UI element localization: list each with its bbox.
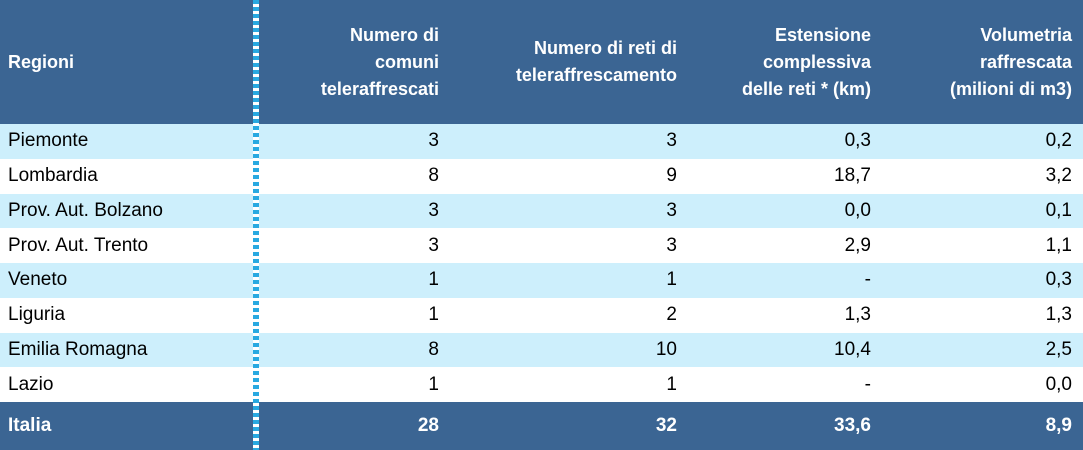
value-cell: 0,3 (844, 130, 871, 152)
value-cell: 0,3 (1045, 269, 1072, 291)
value-cell: 3 (428, 234, 439, 256)
value-cell: 8 (428, 165, 439, 187)
region-cell: Emilia Romagna (8, 338, 148, 360)
table-row-veneto: Veneto 1 1 - 0,3 (0, 263, 1083, 298)
column-header-numero-comuni: Numero di comuni teleraffrescati (320, 24, 439, 99)
column-header-volumetria: Volumetria raffrescata (milioni di m3) (949, 24, 1072, 99)
value-cell: 1 (666, 269, 677, 291)
value-cell: 1 (428, 373, 439, 395)
region-cell: Prov. Aut. Trento (8, 234, 149, 256)
region-cell: Veneto (8, 269, 68, 291)
total-value-cell: 28 (417, 415, 439, 436)
value-cell: 2,9 (844, 234, 871, 256)
value-cell: - (864, 269, 871, 291)
total-label: Italia (8, 415, 52, 436)
value-cell: 0,1 (1045, 199, 1072, 221)
value-cell: 3 (666, 199, 677, 221)
region-cell: Piemonte (8, 130, 89, 152)
value-cell: 0,0 (1045, 373, 1072, 395)
region-cell: Lombardia (8, 165, 98, 187)
table-row-liguria: Liguria 1 2 1,3 1,3 (0, 297, 1083, 333)
table-row-trento: Prov. Aut. Trento 3 3 2,9 1,1 (0, 228, 1083, 263)
value-cell: 1,3 (1045, 304, 1072, 326)
column-header-regioni: Regioni (8, 51, 74, 72)
value-cell: 10,4 (834, 338, 871, 360)
value-cell: 0,2 (1045, 130, 1072, 152)
value-cell: 10 (655, 338, 677, 360)
table-row-lazio: Lazio 1 1 - 0,0 (0, 367, 1083, 402)
value-cell: 3,2 (1045, 165, 1072, 187)
value-cell: - (864, 373, 871, 395)
region-cell: Lazio (8, 373, 54, 395)
column-header-estensione: Estensione complessiva delle reti * (km) (741, 24, 871, 99)
region-cell: Prov. Aut. Bolzano (8, 199, 163, 221)
region-cell: Liguria (8, 304, 66, 326)
value-cell: 1 (428, 304, 439, 326)
total-value-cell: 33,6 (834, 415, 871, 436)
value-cell: 3 (428, 199, 439, 221)
value-cell: 3 (666, 234, 677, 256)
value-cell: 2,5 (1045, 338, 1072, 360)
value-cell: 0,0 (844, 199, 871, 221)
value-cell: 1,1 (1045, 234, 1072, 256)
value-cell: 8 (428, 338, 439, 360)
value-cell: 9 (666, 165, 677, 187)
table-row-piemonte: Piemonte 3 3 0,3 0,2 (0, 124, 1083, 159)
table-header-row: Regioni Numero di comuni teleraffrescati… (0, 0, 1083, 124)
dotted-column-separator (253, 0, 259, 450)
value-cell: 1 (666, 373, 677, 395)
table-row-bolzano: Prov. Aut. Bolzano 3 3 0,0 0,1 (0, 193, 1083, 229)
value-cell: 18,7 (834, 165, 871, 187)
value-cell: 1,3 (844, 304, 871, 326)
value-cell: 3 (666, 130, 677, 152)
total-value-cell: 32 (655, 415, 677, 436)
value-cell: 3 (428, 130, 439, 152)
value-cell: 1 (428, 269, 439, 291)
column-header-numero-reti: Numero di reti di teleraffrescamento (515, 38, 677, 85)
table-row-emilia-romagna: Emilia Romagna 8 10 10,4 2,5 (0, 332, 1083, 368)
value-cell: 2 (666, 304, 677, 326)
table-row-lombardia: Lombardia 8 9 18,7 3,2 (0, 158, 1083, 194)
total-value-cell: 8,9 (1045, 415, 1072, 436)
table-row-italia-total: Italia 28 32 33,6 8,9 (0, 402, 1083, 450)
